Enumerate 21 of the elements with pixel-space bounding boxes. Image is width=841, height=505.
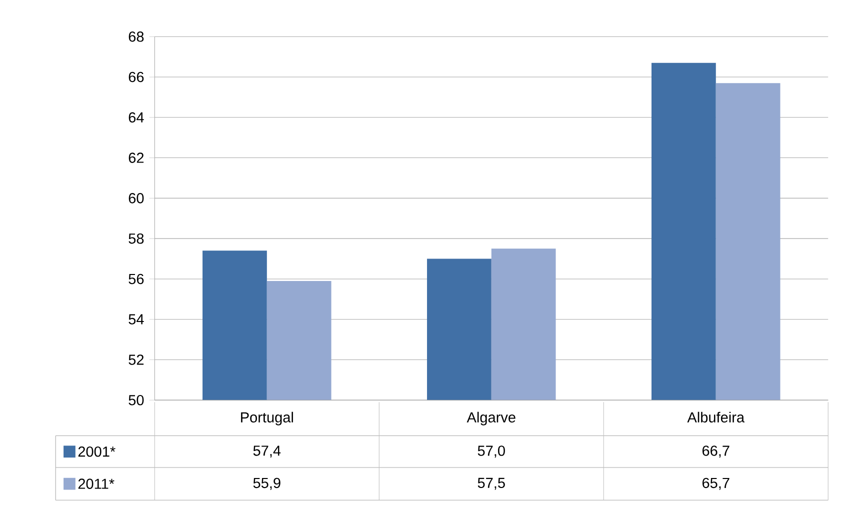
y-tick-label: 68 — [128, 31, 144, 42]
data-label: 65,7 — [702, 478, 730, 490]
x-tick-label: Algarve — [466, 412, 516, 426]
y-tick-label: 50 — [128, 394, 144, 406]
y-tick-label: 52 — [128, 354, 144, 365]
y-tick-label: 62 — [128, 152, 144, 163]
legend-label: 2011* — [78, 478, 114, 489]
x-tick-label: Portugal — [241, 412, 293, 426]
y-tick-label: 58 — [128, 233, 144, 244]
y-tick-label: 54 — [128, 314, 144, 324]
legend-label: 2001* — [78, 446, 116, 457]
x-tick-label: Albufeira — [687, 412, 745, 422]
y-tick-label: 60 — [128, 193, 144, 204]
data-label: 57,4 — [253, 446, 281, 458]
data-label: 57,0 — [478, 446, 505, 458]
data-label: 66,7 — [702, 446, 730, 458]
y-tick-label: 64 — [128, 112, 144, 123]
data-label: 55,9 — [253, 478, 280, 490]
y-tick-label: 56 — [128, 274, 144, 284]
y-tick-label: 66 — [128, 72, 144, 82]
data-label: 57,5 — [478, 478, 505, 490]
